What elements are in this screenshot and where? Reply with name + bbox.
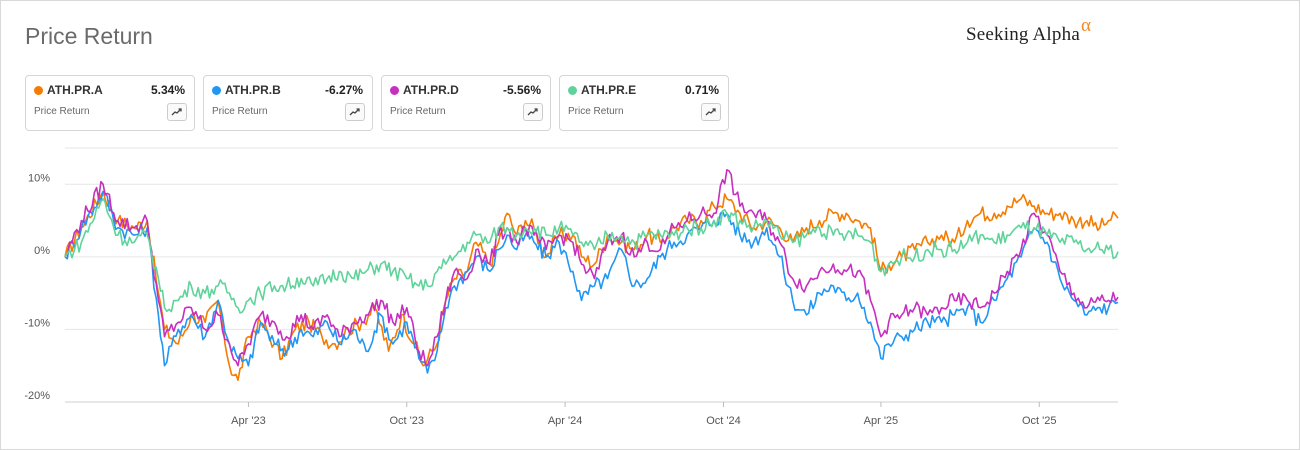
- y-tick-label: 10%: [28, 172, 50, 184]
- series-line-ath-pr-e: [64, 198, 1119, 314]
- series-line-ath-pr-b: [64, 190, 1119, 374]
- legend-value: -5.56%: [502, 83, 541, 97]
- series-color-dot: [390, 86, 399, 95]
- series-line-ath-pr-a: [64, 190, 1119, 381]
- series-color-dot: [34, 86, 43, 95]
- legend-metric-label: Price Return: [34, 106, 90, 117]
- legend-ticker: ATH.PR.D: [403, 83, 459, 97]
- trend-chart-icon[interactable]: [345, 103, 365, 121]
- legend-value: 5.34%: [150, 83, 185, 97]
- legend-value: 0.71%: [684, 83, 719, 97]
- legend-card-ath-pr-b[interactable]: ATH.PR.B -6.27% Price Return: [203, 75, 373, 131]
- series-color-dot: [212, 86, 221, 95]
- logo-text: Seeking Alpha: [966, 24, 1080, 45]
- trend-chart-icon[interactable]: [701, 103, 721, 121]
- series-color-dot: [568, 86, 577, 95]
- legend-metric-label: Price Return: [212, 106, 268, 117]
- legend-metric-label: Price Return: [568, 106, 624, 117]
- y-tick-label: -20%: [24, 390, 50, 402]
- x-tick-label: Apr '23: [231, 415, 266, 427]
- alpha-icon: α: [1080, 15, 1092, 36]
- legend-ticker: ATH.PR.B: [225, 83, 281, 97]
- price-return-line-chart: 10% 0% -10% -20% Apr '23 Oct '23 Apr '24 Oct '2…: [24, 147, 1119, 427]
- seeking-alpha-logo[interactable]: Seeking Alphaα: [966, 15, 1091, 46]
- x-tick-label: Apr '25: [864, 415, 899, 427]
- legend-ticker: ATH.PR.E: [581, 83, 637, 97]
- series-line-ath-pr-d: [64, 169, 1119, 367]
- trend-chart-icon[interactable]: [523, 103, 543, 121]
- y-tick-label: -10%: [24, 317, 50, 329]
- legend-card-ath-pr-e[interactable]: ATH.PR.E 0.71% Price Return: [559, 75, 729, 131]
- page-title: Price Return: [25, 23, 153, 49]
- x-tick-label: Oct '23: [390, 415, 425, 427]
- legend-ticker: ATH.PR.A: [47, 83, 103, 97]
- trend-chart-icon[interactable]: [167, 103, 187, 121]
- y-tick-label: 0%: [34, 245, 50, 257]
- legend-card-ath-pr-a[interactable]: ATH.PR.A 5.34% Price Return: [25, 75, 195, 131]
- legend-metric-label: Price Return: [390, 106, 446, 117]
- legend-card-ath-pr-d[interactable]: ATH.PR.D -5.56% Price Return: [381, 75, 551, 131]
- x-tick-label: Oct '24: [706, 415, 741, 427]
- x-tick-label: Oct '25: [1022, 415, 1057, 427]
- x-tick-label: Apr '24: [548, 415, 583, 427]
- legend-value: -6.27%: [324, 83, 363, 97]
